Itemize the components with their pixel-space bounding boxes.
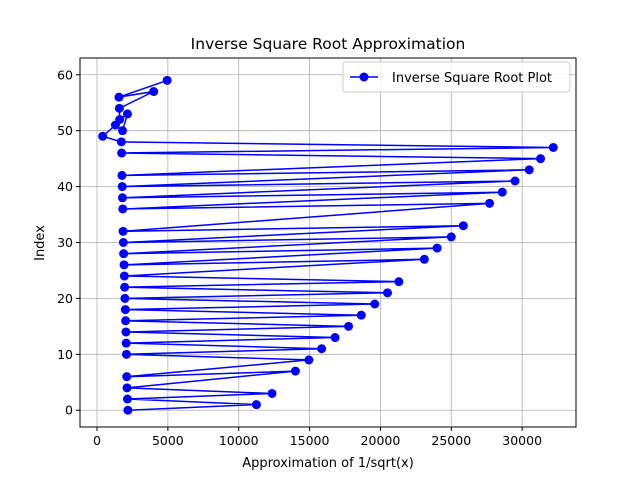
x-tick-label: 20000 bbox=[361, 433, 401, 448]
data-point bbox=[118, 226, 128, 236]
axis-ticks: 0 5000 10000 15000 20000 25000 30000 0 10 20 30 40 5… bbox=[57, 67, 542, 448]
data-point bbox=[121, 338, 131, 348]
x-tick-label: 0 bbox=[93, 433, 101, 448]
data-point bbox=[98, 131, 108, 141]
chart-title: Inverse Square Root Approximation bbox=[191, 35, 466, 53]
data-point bbox=[122, 372, 132, 382]
data-point bbox=[317, 344, 327, 354]
data-point bbox=[446, 232, 456, 242]
x-tick-label: 30000 bbox=[502, 433, 542, 448]
y-tick-label: 10 bbox=[57, 347, 73, 362]
data-point bbox=[117, 182, 127, 192]
x-tick-label: 10000 bbox=[219, 433, 259, 448]
data-point bbox=[149, 87, 159, 97]
data-point bbox=[394, 277, 404, 287]
y-tick-label: 50 bbox=[57, 123, 73, 138]
x-tick-label: 5000 bbox=[152, 433, 184, 448]
legend-label: Inverse Square Root Plot bbox=[392, 71, 552, 86]
data-point bbox=[122, 383, 132, 393]
data-point bbox=[485, 198, 495, 208]
data-point bbox=[118, 193, 128, 203]
data-point bbox=[121, 316, 131, 326]
data-point bbox=[383, 288, 393, 298]
y-tick-label: 30 bbox=[57, 235, 73, 250]
data-point bbox=[121, 327, 131, 337]
data-point bbox=[458, 221, 468, 231]
data-point bbox=[116, 137, 126, 147]
x-tick-label: 15000 bbox=[290, 433, 330, 448]
data-point bbox=[123, 405, 133, 415]
data-point bbox=[330, 333, 340, 343]
y-tick-label: 60 bbox=[57, 67, 73, 82]
data-point bbox=[419, 254, 429, 264]
data-point bbox=[119, 249, 129, 259]
y-tick-label: 40 bbox=[57, 179, 73, 194]
legend-marker bbox=[359, 72, 369, 82]
legend: Inverse Square Root Plot bbox=[342, 61, 571, 93]
data-point bbox=[118, 126, 128, 136]
data-point bbox=[536, 154, 546, 164]
data-point bbox=[117, 170, 127, 180]
data-point bbox=[114, 103, 124, 113]
data-point bbox=[524, 165, 534, 175]
data-point bbox=[118, 204, 128, 214]
x-axis-title: Approximation of 1/sqrt(x) bbox=[242, 456, 414, 471]
data-point bbox=[118, 238, 128, 247]
y-axis-title: Index bbox=[33, 225, 48, 261]
data-point bbox=[356, 310, 366, 320]
data-point bbox=[267, 388, 277, 398]
data-point bbox=[344, 321, 354, 331]
y-tick-label: 20 bbox=[57, 291, 73, 306]
y-tick-label: 0 bbox=[65, 403, 73, 418]
series-line bbox=[101, 79, 555, 411]
data-point bbox=[119, 271, 129, 281]
data-point bbox=[290, 366, 300, 376]
data-point bbox=[304, 355, 314, 365]
x-tick-label: 25000 bbox=[431, 433, 471, 448]
data-point bbox=[120, 293, 130, 303]
data-point bbox=[121, 349, 131, 359]
data-point bbox=[122, 109, 132, 119]
data-point bbox=[548, 142, 558, 152]
data-point bbox=[122, 394, 132, 404]
data-point bbox=[370, 299, 380, 309]
data-point bbox=[115, 115, 125, 124]
data-point bbox=[251, 400, 261, 410]
data-point bbox=[497, 187, 507, 197]
data-point bbox=[120, 305, 130, 315]
data-point bbox=[120, 282, 130, 292]
data-point bbox=[162, 75, 172, 85]
legend-box bbox=[342, 61, 571, 93]
series-group bbox=[98, 75, 558, 415]
data-point bbox=[510, 176, 520, 186]
data-point bbox=[114, 92, 124, 102]
data-point bbox=[117, 148, 127, 158]
data-point bbox=[119, 260, 129, 270]
data-point bbox=[432, 243, 442, 253]
